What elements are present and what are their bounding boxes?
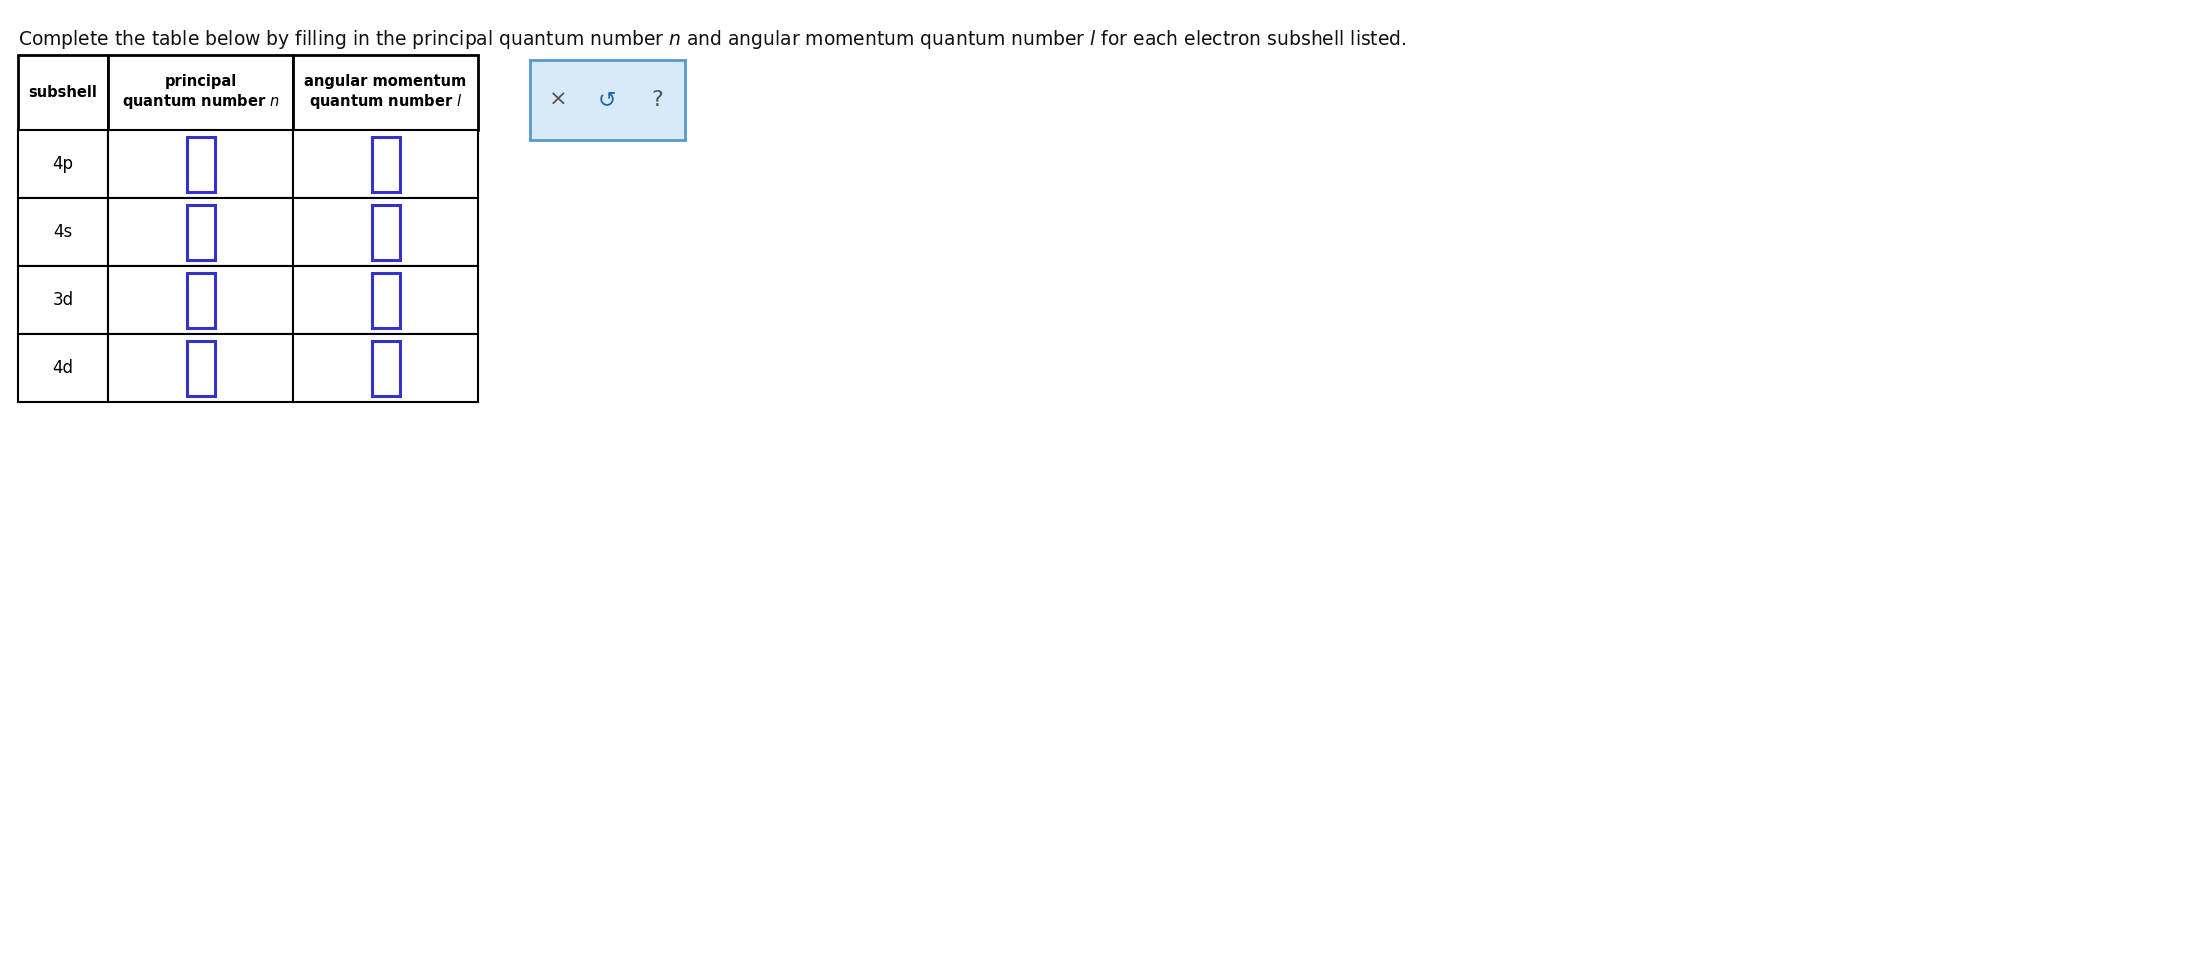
Bar — [293, 130, 477, 198]
Bar — [372, 340, 400, 396]
Bar — [187, 340, 216, 396]
Text: 3d: 3d — [53, 291, 73, 309]
Bar — [108, 130, 293, 198]
Text: 4s: 4s — [53, 223, 73, 241]
Bar — [530, 60, 684, 140]
Bar — [108, 198, 293, 266]
Text: ↺: ↺ — [598, 90, 616, 110]
Bar — [293, 266, 477, 334]
Bar — [293, 198, 477, 266]
Bar — [187, 272, 216, 328]
Text: Complete the table below by filling in the principal quantum number $n$ and angu: Complete the table below by filling in t… — [18, 28, 1406, 51]
Bar — [293, 55, 477, 130]
Bar — [372, 204, 400, 260]
Text: ×: × — [548, 90, 568, 110]
Text: principal
quantum number $n$: principal quantum number $n$ — [121, 74, 279, 111]
Text: ?: ? — [651, 90, 662, 110]
Bar — [18, 55, 108, 130]
Text: 4p: 4p — [53, 155, 73, 173]
Text: subshell: subshell — [29, 85, 97, 100]
Bar — [108, 334, 293, 402]
Bar — [293, 334, 477, 402]
Bar — [187, 204, 216, 260]
Bar — [18, 266, 108, 334]
Bar — [18, 130, 108, 198]
Bar — [108, 266, 293, 334]
Bar — [372, 272, 400, 328]
Bar — [18, 334, 108, 402]
Text: 4d: 4d — [53, 359, 73, 377]
Bar — [18, 198, 108, 266]
Text: angular momentum
quantum number $l$: angular momentum quantum number $l$ — [304, 74, 466, 111]
Bar — [108, 55, 293, 130]
Bar — [372, 136, 400, 192]
Bar — [187, 136, 216, 192]
